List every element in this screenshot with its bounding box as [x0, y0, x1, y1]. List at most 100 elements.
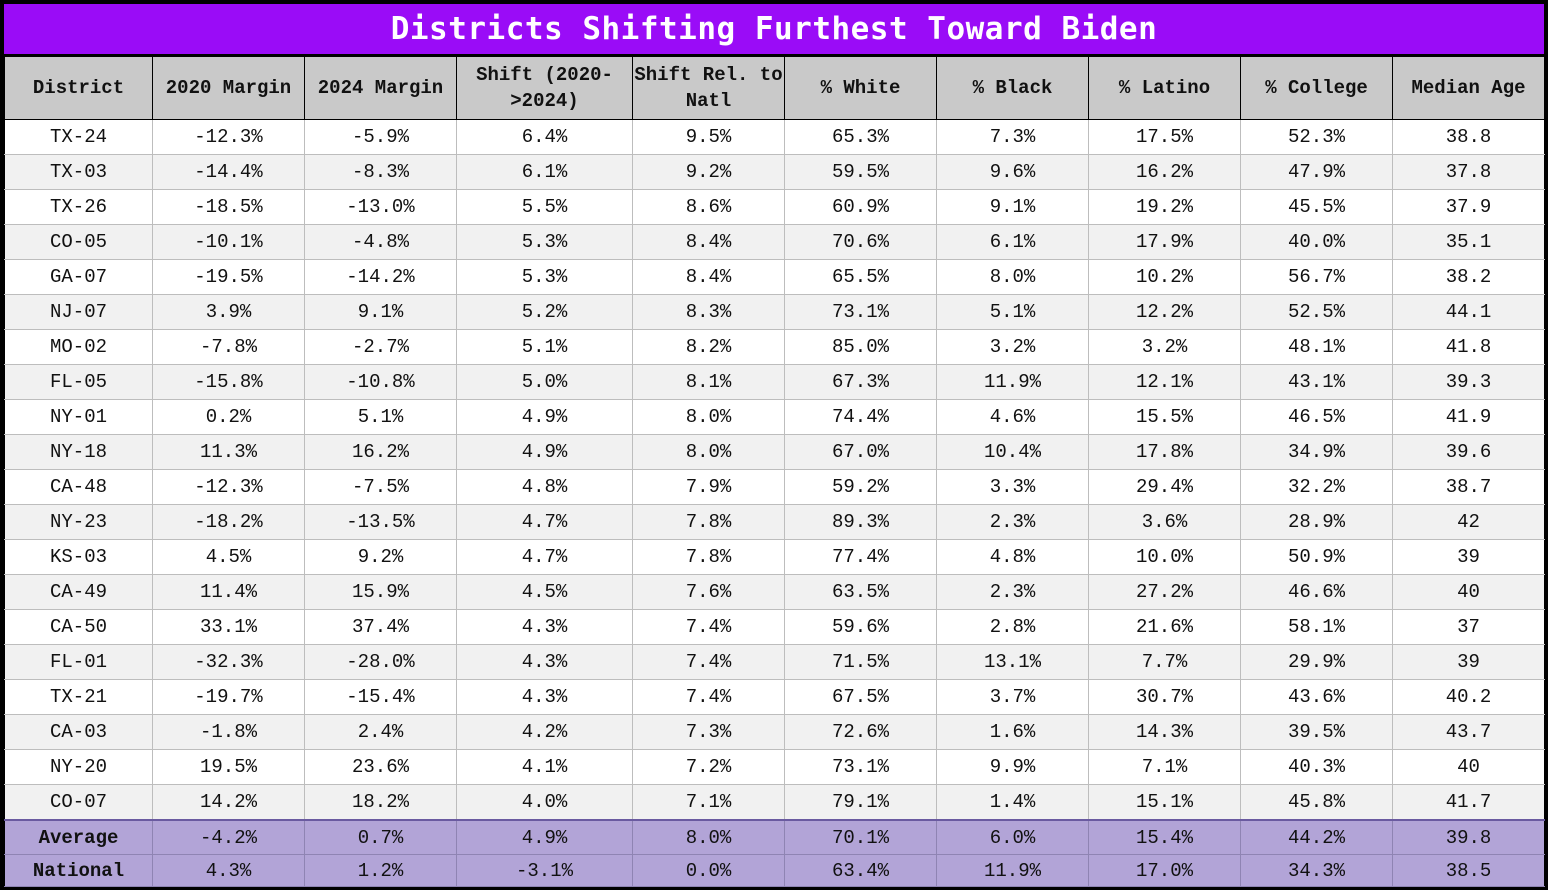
- cell-white: 67.5%: [784, 679, 937, 715]
- cell-2020-margin: -7.8%: [152, 329, 305, 365]
- cell-2020-margin: 11.4%: [152, 574, 305, 610]
- cell-2020-margin: 4.5%: [152, 539, 305, 575]
- cell-2024-margin: 18.2%: [304, 784, 457, 821]
- cell-black: 9.1%: [936, 189, 1089, 225]
- cell-2024-margin: 16.2%: [304, 434, 457, 470]
- cell-2020-margin: -19.7%: [152, 679, 305, 715]
- cell-2024-margin: 9.2%: [304, 539, 457, 575]
- cell-median-age: 39: [1392, 644, 1545, 680]
- column-header-college: % College: [1240, 56, 1393, 120]
- cell-college: 34.9%: [1240, 434, 1393, 470]
- cell-black: 9.6%: [936, 154, 1089, 190]
- cell-college: 47.9%: [1240, 154, 1393, 190]
- districts-table: District 2020 Margin 2024 Margin Shift (202…: [4, 56, 1545, 887]
- cell-latino: 16.2%: [1088, 154, 1241, 190]
- cell-shift-2020-2024: 4.2%: [456, 714, 633, 750]
- cell-shift-rel-to-natl: 8.0%: [632, 819, 785, 855]
- cell-2024-margin: -2.7%: [304, 329, 457, 365]
- cell-district: TX-21: [4, 679, 153, 715]
- table-header: District 2020 Margin 2024 Margin Shift (202…: [4, 56, 1545, 120]
- cell-college: 56.7%: [1240, 259, 1393, 295]
- cell-black: 4.8%: [936, 539, 1089, 575]
- cell-shift-rel-to-natl: 7.8%: [632, 504, 785, 540]
- cell-2020-margin: 14.2%: [152, 784, 305, 821]
- cell-college: 28.9%: [1240, 504, 1393, 540]
- cell-median-age: 40: [1392, 574, 1545, 610]
- cell-district: NY-18: [4, 434, 153, 470]
- cell-2024-margin: 15.9%: [304, 574, 457, 610]
- cell-shift-rel-to-natl: 7.4%: [632, 679, 785, 715]
- cell-shift-rel-to-natl: 8.4%: [632, 224, 785, 260]
- table-row: FL-05 -15.8% -10.8% 5.0% 8.1% 67.3% 11.9% 12.1%…: [4, 364, 1545, 400]
- cell-district: TX-24: [4, 119, 153, 155]
- cell-2024-margin: 0.7%: [304, 819, 457, 855]
- cell-shift-2020-2024: 4.7%: [456, 504, 633, 540]
- cell-latino: 17.5%: [1088, 119, 1241, 155]
- cell-2020-margin: -14.4%: [152, 154, 305, 190]
- table-row: CO-05 -10.1% -4.8% 5.3% 8.4% 70.6% 6.1% 17.9% 40…: [4, 224, 1545, 260]
- cell-shift-2020-2024: 4.3%: [456, 609, 633, 645]
- cell-college: 34.3%: [1240, 854, 1393, 887]
- column-header-district: District: [4, 56, 153, 120]
- cell-median-age: 35.1: [1392, 224, 1545, 260]
- cell-shift-2020-2024: 5.2%: [456, 294, 633, 330]
- cell-black: 8.0%: [936, 259, 1089, 295]
- cell-shift-rel-to-natl: 9.5%: [632, 119, 785, 155]
- cell-median-age: 38.8: [1392, 119, 1545, 155]
- cell-black: 6.0%: [936, 819, 1089, 855]
- cell-black: 4.6%: [936, 399, 1089, 435]
- table-row: CA-48 -12.3% -7.5% 4.8% 7.9% 59.2% 3.3% 29.4% 32…: [4, 469, 1545, 505]
- cell-shift-2020-2024: 4.7%: [456, 539, 633, 575]
- cell-shift-2020-2024: 6.4%: [456, 119, 633, 155]
- cell-shift-rel-to-natl: 7.3%: [632, 714, 785, 750]
- cell-latino: 12.1%: [1088, 364, 1241, 400]
- cell-median-age: 37: [1392, 609, 1545, 645]
- column-header-median-age: Median Age: [1392, 56, 1545, 120]
- cell-shift-2020-2024: 4.8%: [456, 469, 633, 505]
- column-header-latino: % Latino: [1088, 56, 1241, 120]
- cell-shift-rel-to-natl: 0.0%: [632, 854, 785, 887]
- cell-2024-margin: -7.5%: [304, 469, 457, 505]
- cell-latino: 30.7%: [1088, 679, 1241, 715]
- cell-white: 73.1%: [784, 749, 937, 785]
- cell-median-age: 41.9: [1392, 399, 1545, 435]
- cell-shift-rel-to-natl: 7.4%: [632, 609, 785, 645]
- cell-shift-2020-2024: 4.9%: [456, 819, 633, 855]
- cell-college: 45.8%: [1240, 784, 1393, 821]
- cell-2024-margin: -8.3%: [304, 154, 457, 190]
- cell-latino: 17.8%: [1088, 434, 1241, 470]
- column-header-white: % White: [784, 56, 937, 120]
- cell-white: 79.1%: [784, 784, 937, 821]
- cell-shift-2020-2024: 5.1%: [456, 329, 633, 365]
- cell-shift-rel-to-natl: 7.8%: [632, 539, 785, 575]
- cell-district: GA-07: [4, 259, 153, 295]
- table-row: MO-02 -7.8% -2.7% 5.1% 8.2% 85.0% 3.2% 3.2% 48.1…: [4, 329, 1545, 365]
- cell-2024-margin: -10.8%: [304, 364, 457, 400]
- cell-black: 11.9%: [936, 854, 1089, 887]
- cell-latino: 29.4%: [1088, 469, 1241, 505]
- table-row: NY-20 19.5% 23.6% 4.1% 7.2% 73.1% 9.9% 7.1% 40.3…: [4, 749, 1545, 785]
- cell-college: 46.6%: [1240, 574, 1393, 610]
- cell-latino: 15.4%: [1088, 819, 1241, 855]
- cell-white: 70.1%: [784, 819, 937, 855]
- cell-latino: 17.0%: [1088, 854, 1241, 887]
- cell-district: Average: [4, 819, 153, 855]
- cell-shift-rel-to-natl: 9.2%: [632, 154, 785, 190]
- cell-shift-2020-2024: 4.3%: [456, 644, 633, 680]
- cell-black: 10.4%: [936, 434, 1089, 470]
- cell-black: 2.8%: [936, 609, 1089, 645]
- cell-college: 52.3%: [1240, 119, 1393, 155]
- cell-shift-rel-to-natl: 7.6%: [632, 574, 785, 610]
- cell-shift-2020-2024: 4.1%: [456, 749, 633, 785]
- cell-district: FL-05: [4, 364, 153, 400]
- cell-district: NY-01: [4, 399, 153, 435]
- cell-district: NY-20: [4, 749, 153, 785]
- table-row: CA-03 -1.8% 2.4% 4.2% 7.3% 72.6% 1.6% 14.3% 39.5…: [4, 714, 1545, 750]
- cell-college: 52.5%: [1240, 294, 1393, 330]
- cell-median-age: 39.6: [1392, 434, 1545, 470]
- cell-white: 63.4%: [784, 854, 937, 887]
- cell-2024-margin: -14.2%: [304, 259, 457, 295]
- cell-2024-margin: -13.0%: [304, 189, 457, 225]
- cell-white: 85.0%: [784, 329, 937, 365]
- cell-shift-rel-to-natl: 8.2%: [632, 329, 785, 365]
